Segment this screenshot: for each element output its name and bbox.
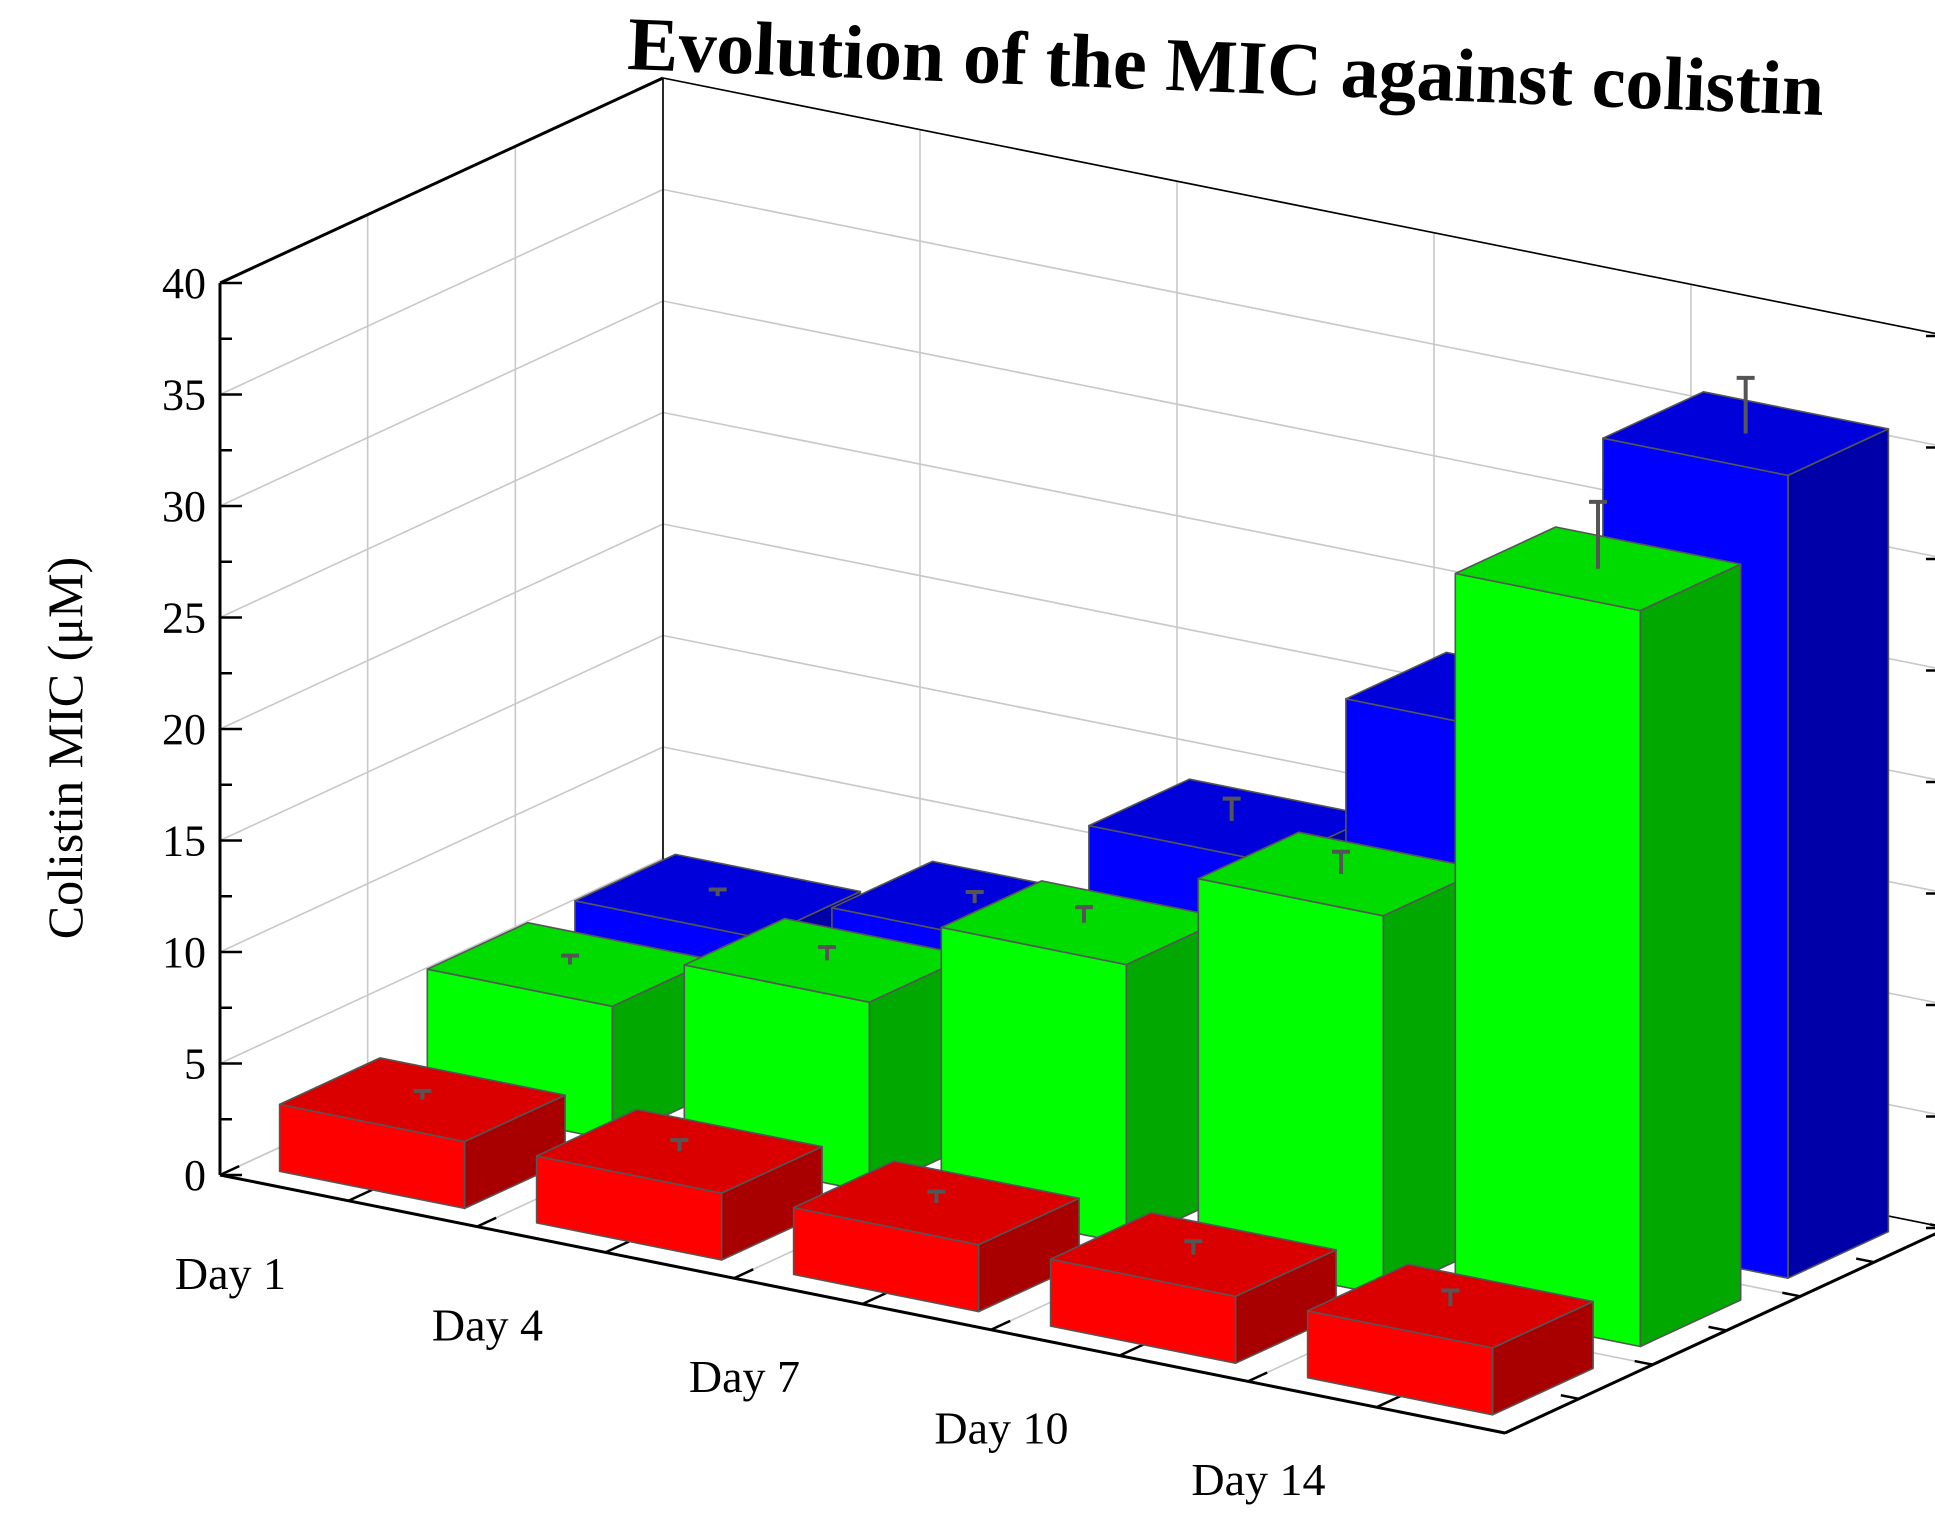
category-label: Day 1 bbox=[175, 1248, 286, 1299]
category-axis-tick bbox=[476, 1216, 497, 1228]
left-tick-label: 5 bbox=[184, 1040, 206, 1089]
left-tick-label: 35 bbox=[162, 371, 206, 420]
sidewall-gridline bbox=[219, 634, 664, 842]
bar-top-face bbox=[574, 853, 862, 939]
bar bbox=[278, 1057, 566, 1210]
bar bbox=[1454, 499, 1742, 1348]
depth-axis-tick bbox=[1782, 1291, 1801, 1298]
left-tick-label: 0 bbox=[184, 1151, 206, 1200]
left-tick-label: 30 bbox=[162, 482, 206, 531]
sidewall-gridline bbox=[219, 411, 664, 619]
category-axis-tick bbox=[1247, 1371, 1268, 1383]
bar bbox=[1049, 1211, 1337, 1364]
bar bbox=[1197, 831, 1485, 1296]
y-axis-label: Colistin MIC (μM) bbox=[37, 557, 93, 939]
category-label: Day 10 bbox=[934, 1403, 1068, 1454]
sidewall-gridline bbox=[219, 523, 664, 730]
bars bbox=[278, 375, 1890, 1416]
bar bbox=[940, 880, 1228, 1245]
left-tick-label: 40 bbox=[162, 259, 206, 308]
category-label: Day 7 bbox=[689, 1351, 800, 1402]
bar-side-face bbox=[1639, 563, 1742, 1348]
depth-axis-tick bbox=[1708, 1325, 1727, 1332]
category-label: Day 4 bbox=[432, 1299, 543, 1350]
category-label: Day 14 bbox=[1191, 1454, 1325, 1505]
chart-title: Evolution of the MIC against colistin bbox=[626, 2, 1825, 132]
category-axis-tick bbox=[1504, 1422, 1525, 1435]
depth-axis-tick bbox=[1634, 1359, 1653, 1366]
depth-axis-tick bbox=[1560, 1393, 1580, 1401]
left-wall-top-edge bbox=[219, 76, 664, 285]
back-wall-top-edge bbox=[662, 77, 1935, 335]
depth-axis-tick bbox=[1929, 1223, 1935, 1227]
category-axis-tick bbox=[990, 1319, 1011, 1331]
sidewall-gridline bbox=[219, 188, 664, 396]
bar-front-face bbox=[1454, 572, 1642, 1348]
left-tick-label: 25 bbox=[162, 594, 206, 643]
sidewall-gridline bbox=[219, 300, 664, 507]
bar bbox=[792, 1160, 1080, 1313]
bar bbox=[535, 1108, 823, 1261]
sidewall-gridline bbox=[219, 857, 664, 1065]
left-tick-label: 15 bbox=[162, 817, 206, 866]
left-tick-label: 20 bbox=[162, 705, 206, 754]
left-tick-label: 10 bbox=[162, 928, 206, 977]
category-axis-tick bbox=[219, 1164, 240, 1177]
depth-axis-tick bbox=[1486, 1428, 1506, 1435]
bar-side-face bbox=[1787, 428, 1890, 1279]
depth-axis-tick bbox=[1855, 1257, 1875, 1264]
bar-top-face bbox=[1602, 390, 1890, 477]
bar bbox=[1306, 1263, 1594, 1416]
labels: Evolution of the MIC against colistin Co… bbox=[37, 2, 1826, 1505]
sidewall-gridline bbox=[219, 746, 664, 953]
category-axis-tick bbox=[733, 1268, 754, 1280]
